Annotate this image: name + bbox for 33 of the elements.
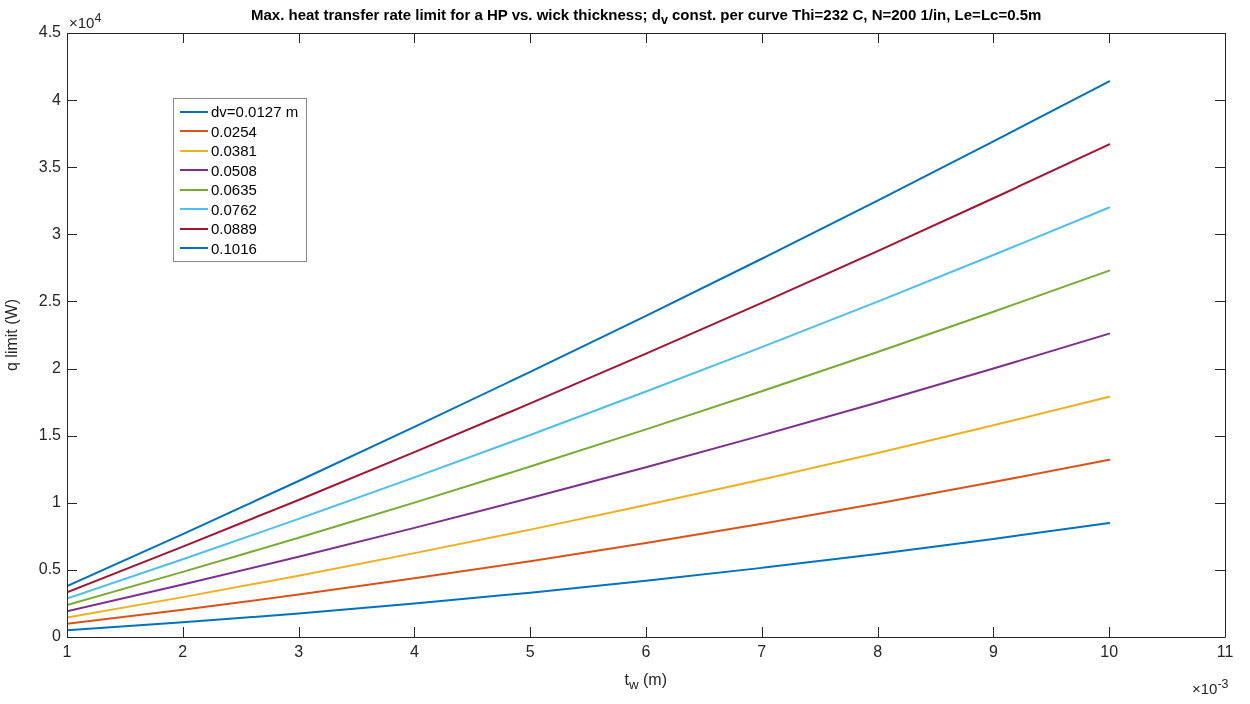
- chart-title: Max. heat transfer rate limit for a HP vs. wick thickness; d$_{v}$ const. per curve Thi=232 C, N=200 1/in, Le=Lc=0.5m: [251, 6, 1042, 27]
- legend-label: 0.0635: [211, 181, 257, 199]
- x-tick-label: 6: [641, 643, 651, 661]
- legend-label: 0.1016: [211, 239, 257, 257]
- x-tick-label: 10: [1100, 643, 1119, 661]
- legend-label: 0.0254: [211, 122, 257, 140]
- y-tick-label: 0: [52, 627, 62, 645]
- legend-label: 0.0381: [211, 142, 257, 160]
- text: ×10$^{4}$: [69, 11, 102, 31]
- y-tick-label: 2: [52, 358, 62, 376]
- x-tick-label: 9: [988, 643, 998, 661]
- y-tick-label: 0.5: [38, 560, 62, 578]
- legend-label: 0.0762: [211, 200, 257, 218]
- y-tick-label: 1.5: [38, 426, 62, 444]
- y-tick-label: 4: [52, 90, 62, 108]
- y-axis-title: q limit (W): [2, 299, 21, 371]
- y-tick-label: 3.5: [38, 157, 62, 175]
- x-tick-label: 2: [178, 643, 188, 661]
- legend-label: dv=0.0127 m: [211, 103, 299, 121]
- x-tick-label: 11: [1216, 643, 1234, 661]
- y-tick-label: 2.5: [38, 291, 62, 309]
- x-tick-label: 3: [294, 643, 304, 661]
- legend-label: 0.0508: [211, 161, 257, 179]
- y-tick-label: 1: [52, 493, 62, 511]
- legend-label: 0.0889: [211, 220, 257, 238]
- x-tick-label: 8: [873, 643, 883, 661]
- x-tick-label: 7: [757, 643, 767, 661]
- x-axis-title: t$_{w}$ (m): [624, 671, 668, 693]
- text: ×10$^{-3}$: [1192, 677, 1229, 697]
- y-tick-label: 4.5: [38, 23, 62, 41]
- x-tick-label: 5: [525, 643, 535, 661]
- x-tick-label: 4: [409, 643, 419, 661]
- y-tick-label: 3: [52, 224, 62, 242]
